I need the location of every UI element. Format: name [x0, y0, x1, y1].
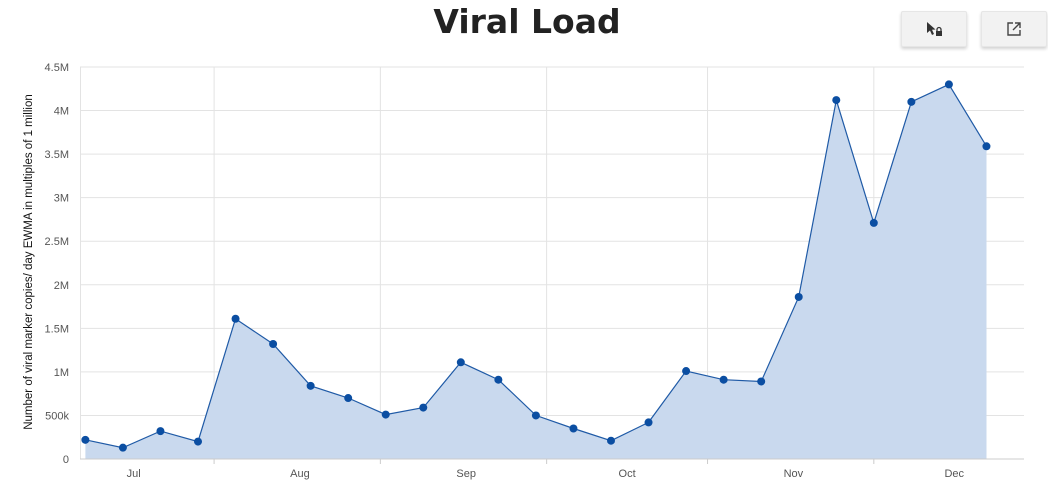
x-tick-label: Jul: [127, 468, 141, 480]
data-point: [607, 436, 615, 445]
data-point: [982, 142, 991, 151]
y-tick-label: 2.5M: [45, 236, 69, 248]
data-point: [832, 96, 841, 105]
data-point: [456, 358, 465, 367]
y-tick-label: 3.5M: [45, 149, 69, 161]
y-tick-label: 2M: [54, 280, 69, 292]
open-external-icon: [1007, 22, 1021, 36]
series-area: [85, 84, 987, 460]
data-point: [794, 292, 803, 301]
x-tick-label: Nov: [784, 468, 804, 480]
x-tick-label: Sep: [456, 468, 476, 480]
y-tick-label: 0: [63, 454, 69, 466]
cursor-lock-icon: [927, 22, 942, 36]
data-point: [719, 375, 728, 384]
data-point: [381, 410, 390, 419]
y-tick-label: 4.5M: [45, 62, 69, 74]
chart-title: Viral Load: [433, 2, 621, 41]
data-point: [682, 367, 691, 376]
y-tick-label: 500k: [45, 410, 69, 422]
data-point: [869, 218, 878, 227]
y-tick-label: 1M: [54, 367, 69, 379]
data-point: [306, 381, 315, 390]
select-tool-button[interactable]: [901, 11, 967, 47]
data-point: [344, 394, 353, 403]
data-point: [194, 437, 202, 446]
data-point: [156, 427, 165, 436]
y-tick-label: 4M: [54, 106, 69, 118]
data-point: [118, 443, 127, 452]
data-point: [907, 97, 916, 106]
data-point: [269, 340, 278, 349]
data-point: [231, 314, 240, 323]
data-point: [757, 377, 766, 386]
x-tick-label: Dec: [944, 468, 964, 480]
data-point: [569, 424, 578, 433]
y-tick-label: 1.5M: [45, 323, 69, 335]
x-tick-label: Aug: [290, 468, 310, 480]
data-point: [531, 411, 540, 420]
data-points: [81, 80, 991, 452]
open-external-button[interactable]: [981, 11, 1047, 47]
data-point: [494, 375, 503, 384]
tick-labels: 0 500k 1M 1.5M 2M 2.5M 3M 3.5M 4M 4.5M Jul Aug Sep Oc…: [45, 62, 965, 480]
data-point: [419, 403, 428, 412]
y-tick-label: 3M: [54, 193, 69, 205]
axes: [80, 458, 1024, 464]
data-point: [81, 435, 90, 444]
data-point: [644, 418, 653, 427]
data-point: [944, 80, 953, 89]
x-tick-label: Oct: [619, 468, 636, 480]
